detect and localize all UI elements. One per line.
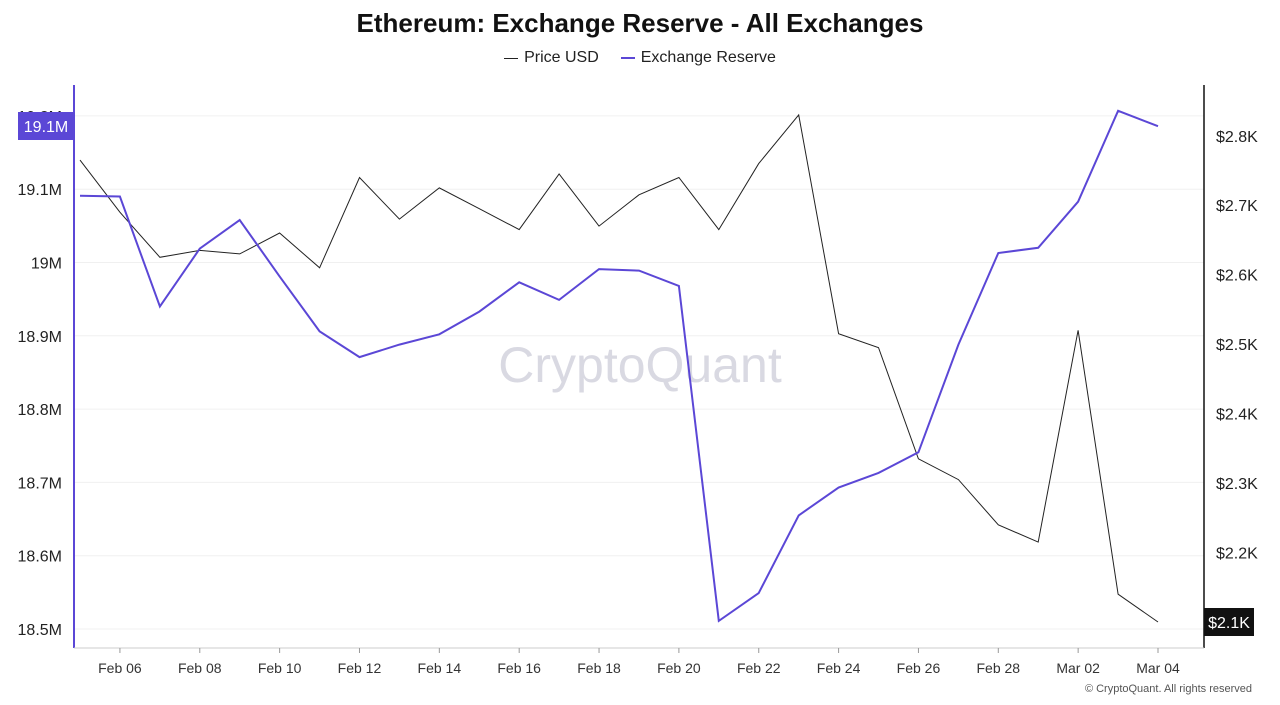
- y-left-tick-label: 18.8M: [18, 402, 62, 419]
- y-left-tick-label: 18.5M: [18, 622, 62, 639]
- x-tick-label: Feb 14: [418, 660, 462, 676]
- left-value-badge-label: 19.1M: [24, 119, 68, 136]
- x-tick-label: Mar 04: [1136, 660, 1180, 676]
- price-usd-line[interactable]: [79, 113, 1159, 623]
- x-tick-label: Feb 26: [897, 660, 941, 676]
- y-left-tick-label: 19.1M: [18, 182, 62, 199]
- legend-item-reserve[interactable]: Exchange Reserve: [620, 49, 776, 67]
- y-right-tick-label: $2.5K: [1216, 337, 1258, 354]
- watermark: CryptoQuant: [498, 337, 782, 393]
- exchange-reserve-line[interactable]: [79, 109, 1159, 623]
- y-left-tick-label: 18.6M: [18, 549, 62, 566]
- legend: Price USD Exchange Reserve: [0, 49, 1280, 67]
- y-left-tick-label: 19M: [31, 256, 62, 273]
- y-right-tick-label: $2.6K: [1216, 268, 1258, 285]
- copyright-notice: © CryptoQuant. All rights reserved: [1084, 683, 1252, 695]
- x-tick-label: Feb 20: [657, 660, 701, 676]
- y-right-tick-label: $2.3K: [1216, 476, 1258, 493]
- y-right-tick-label: $2.8K: [1216, 129, 1258, 146]
- legend-item-price[interactable]: Price USD: [504, 49, 599, 67]
- legend-swatch-price: [504, 57, 519, 59]
- x-tick-label: Feb 10: [258, 660, 302, 676]
- x-tick-label: Feb 06: [98, 660, 142, 676]
- right-value-badge-label: $2.1K: [1208, 615, 1250, 632]
- y-right-tick-label: $2.7K: [1216, 198, 1258, 215]
- y-left-tick-label: 18.9M: [18, 329, 62, 346]
- legend-label-price: Price USD: [524, 49, 599, 66]
- y-right-tick-label: $2.4K: [1216, 407, 1258, 424]
- left-value-badge: [18, 112, 74, 140]
- y-right-tick-label: $2.2K: [1216, 546, 1258, 563]
- legend-swatch-reserve: [620, 57, 635, 59]
- x-tick-label: Feb 08: [178, 660, 222, 676]
- right-value-badge: [1204, 608, 1254, 636]
- x-tick-label: Feb 12: [338, 660, 382, 676]
- legend-label-reserve: Exchange Reserve: [640, 49, 776, 66]
- x-tick-label: Feb 16: [497, 660, 541, 676]
- x-tick-label: Feb 18: [577, 660, 621, 676]
- x-tick-label: Feb 22: [737, 660, 781, 676]
- x-tick-label: Feb 24: [817, 660, 861, 676]
- x-tick-label: Feb 28: [976, 660, 1020, 676]
- chart-title: Ethereum: Exchange Reserve - All Exchang…: [356, 8, 924, 38]
- x-tick-label: Mar 02: [1056, 660, 1100, 676]
- y-left-tick-label: 18.7M: [18, 475, 62, 492]
